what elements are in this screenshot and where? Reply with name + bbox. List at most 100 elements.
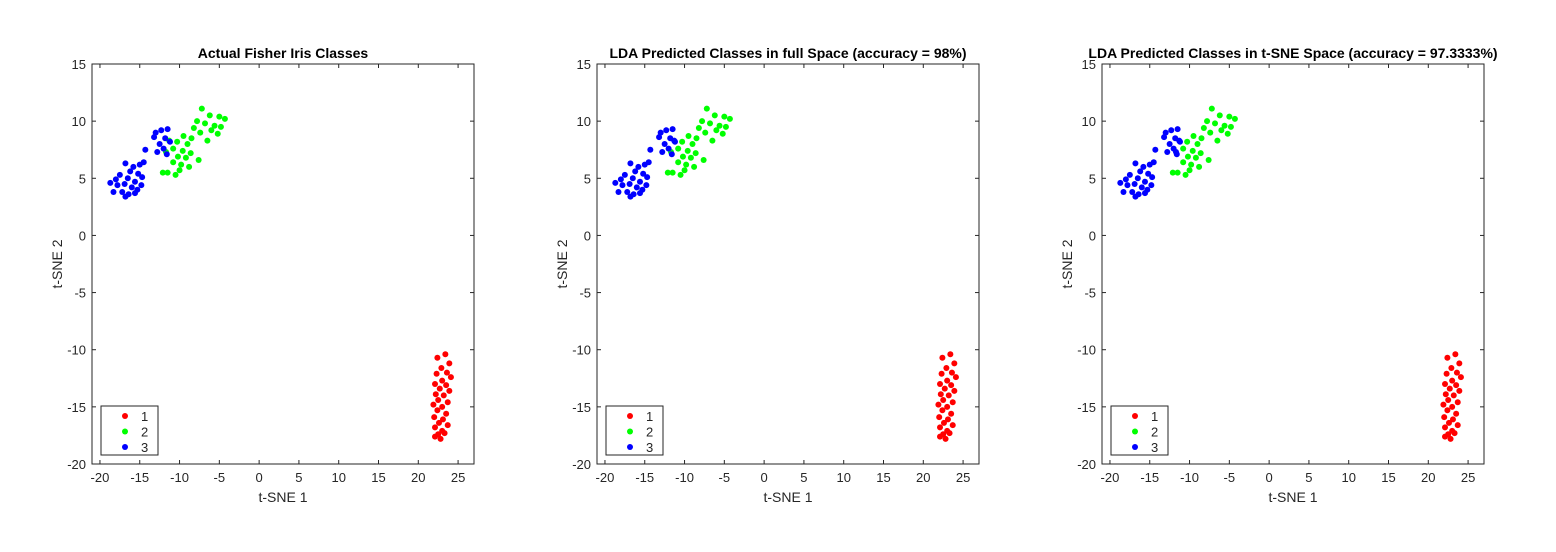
data-point xyxy=(713,127,720,134)
y-tick-label: 15 xyxy=(1082,57,1096,72)
data-point xyxy=(1161,134,1168,141)
data-point xyxy=(211,122,218,129)
data-point xyxy=(633,184,640,191)
data-point xyxy=(1227,123,1234,130)
data-point xyxy=(151,134,158,141)
y-tick-label: 5 xyxy=(584,171,591,186)
x-tick-label: -15 xyxy=(130,470,149,485)
data-point xyxy=(707,120,714,127)
data-point xyxy=(1445,419,1452,426)
data-point xyxy=(1204,118,1211,125)
data-point xyxy=(1189,147,1196,154)
data-point xyxy=(1148,182,1155,189)
data-point xyxy=(726,115,733,122)
data-point xyxy=(1453,410,1460,417)
data-point xyxy=(1448,365,1455,371)
data-point xyxy=(719,130,726,137)
y-tick-label: 10 xyxy=(577,114,591,129)
x-tick-label: 20 xyxy=(411,470,425,485)
data-point xyxy=(702,129,709,136)
data-point xyxy=(948,410,955,417)
data-point xyxy=(677,171,684,178)
data-point xyxy=(1168,127,1175,134)
legend-label: 3 xyxy=(1151,440,1158,455)
data-point xyxy=(441,430,448,437)
data-point xyxy=(941,385,948,392)
data-point xyxy=(1117,179,1124,186)
data-point xyxy=(1166,141,1173,147)
legend-box xyxy=(100,405,159,456)
data-point xyxy=(951,387,958,394)
legend-label: 1 xyxy=(1151,409,1158,424)
axes-box xyxy=(1101,63,1485,465)
data-point xyxy=(644,174,651,181)
data-point xyxy=(202,120,209,127)
data-point xyxy=(1456,360,1463,367)
data-point xyxy=(431,414,438,421)
chart-panel-3: LDA Predicted Classes in t-SNE Space (ac… xyxy=(1059,45,1498,505)
data-point xyxy=(216,113,223,120)
data-point xyxy=(186,163,193,170)
data-point xyxy=(184,141,191,147)
x-tick-label: 0 xyxy=(256,470,263,485)
data-point xyxy=(612,179,619,186)
legend-box xyxy=(605,405,664,456)
data-point xyxy=(444,399,451,406)
data-point xyxy=(669,126,676,133)
data-point xyxy=(131,190,138,197)
y-tick-label: -10 xyxy=(572,343,591,358)
data-point xyxy=(700,157,707,163)
data-point xyxy=(435,397,442,403)
data-point xyxy=(703,105,710,112)
data-point xyxy=(1182,171,1189,178)
data-point xyxy=(140,159,147,166)
legend-marker xyxy=(627,428,633,435)
data-point xyxy=(197,129,204,136)
data-point xyxy=(1452,351,1459,358)
data-point xyxy=(1126,171,1133,178)
data-point xyxy=(645,159,652,166)
series-2 xyxy=(159,105,228,178)
data-point xyxy=(675,159,682,166)
data-point xyxy=(1196,163,1203,170)
data-point xyxy=(135,170,142,177)
data-point xyxy=(949,422,956,429)
data-point xyxy=(114,182,121,189)
data-point xyxy=(195,157,202,163)
x-tick-label: -20 xyxy=(596,470,615,485)
data-point xyxy=(107,179,114,186)
axes-box xyxy=(91,63,475,465)
data-point xyxy=(434,354,441,361)
data-point xyxy=(433,370,440,377)
data-point xyxy=(721,113,728,120)
data-point xyxy=(640,170,647,177)
legend-marker xyxy=(122,413,128,419)
x-tick-label: 0 xyxy=(761,470,768,485)
data-point xyxy=(432,391,439,398)
data-point xyxy=(1184,138,1191,145)
data-point xyxy=(657,129,664,136)
data-point xyxy=(154,149,161,155)
data-point xyxy=(440,392,447,399)
data-point xyxy=(1207,129,1214,136)
data-point xyxy=(160,145,167,152)
data-point xyxy=(438,365,445,371)
data-point xyxy=(439,377,446,384)
data-point xyxy=(158,127,165,134)
y-tick-label: -10 xyxy=(67,343,86,358)
data-point xyxy=(659,149,666,155)
data-point xyxy=(948,369,955,376)
data-point xyxy=(1454,399,1461,406)
chart-title: LDA Predicted Classes in full Space (acc… xyxy=(609,45,966,61)
data-point xyxy=(615,189,622,195)
data-point xyxy=(121,181,128,187)
data-point xyxy=(952,374,959,381)
x-tick-label: 25 xyxy=(1461,470,1475,485)
y-tick-label: -15 xyxy=(67,400,86,415)
data-point xyxy=(948,382,955,389)
x-axis-label: t-SNE 1 xyxy=(763,489,812,505)
y-tick-label: 10 xyxy=(1082,114,1096,129)
data-point xyxy=(446,360,453,367)
series-3 xyxy=(107,126,173,200)
